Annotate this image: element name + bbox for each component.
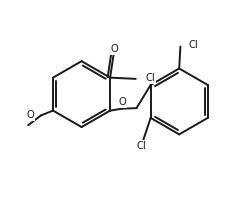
Text: O: O [26, 110, 34, 120]
Text: O: O [110, 44, 118, 54]
Text: Cl: Cl [188, 40, 197, 50]
Text: Cl: Cl [136, 141, 145, 151]
Text: O: O [118, 97, 126, 107]
Text: Cl: Cl [145, 73, 154, 83]
